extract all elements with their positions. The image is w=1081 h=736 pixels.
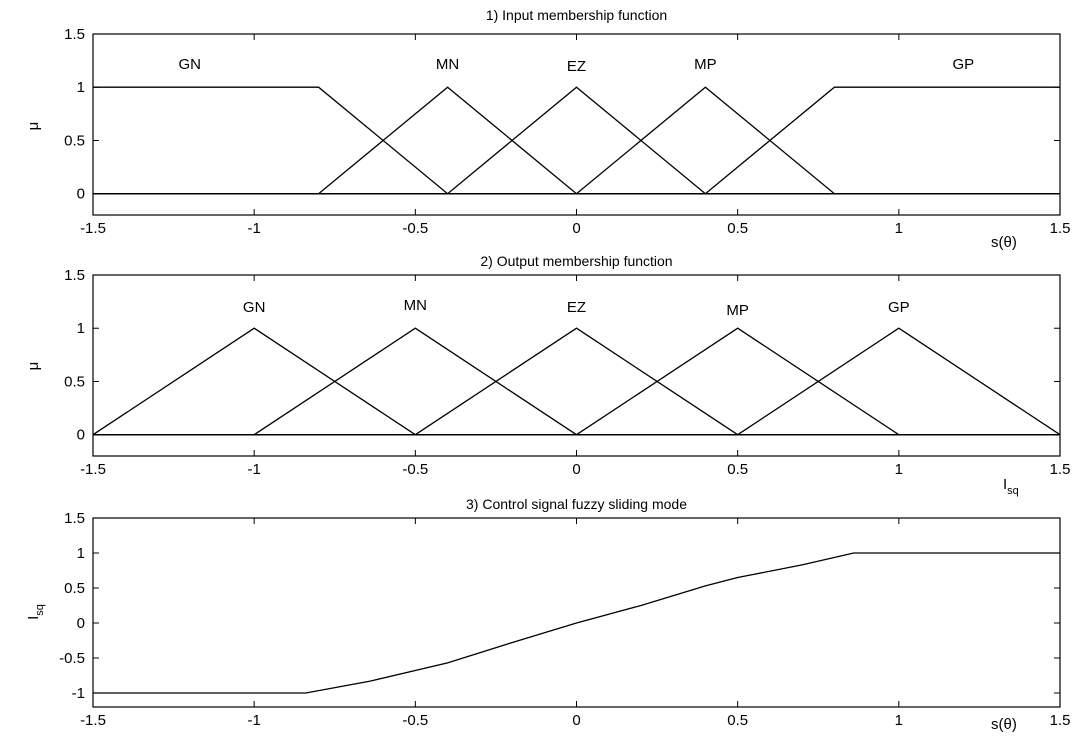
chart-title: 1) Input membership function: [486, 7, 667, 23]
x-tick-label: 1: [895, 220, 903, 237]
series-line-gn: [92, 327, 1060, 436]
series-line-gn: [93, 86, 1060, 195]
x-tick-label: 0.5: [727, 461, 748, 478]
y-axis-label: μ: [25, 122, 42, 131]
y-axis-label-main: μ: [25, 362, 42, 371]
x-tick-label: 1: [895, 712, 903, 729]
x-tick-label: 0.5: [727, 712, 748, 729]
chart-panel-2: 2) Output membership function -1.5 -1 -0.5 0…: [25, 253, 1070, 497]
y-tick-label: 1.5: [64, 510, 85, 527]
x-tick-label: 1: [895, 461, 903, 478]
series-line-gp: [93, 327, 1061, 436]
x-tick-label: -0.5: [402, 712, 428, 729]
membership-label-gp: GP: [888, 299, 910, 316]
x-tick-label: -1.5: [80, 220, 106, 237]
y-axis-label-sub: sq: [34, 604, 46, 616]
series-line-mp: [93, 86, 1060, 195]
y-tick-label: -1: [72, 685, 85, 702]
x-tick-label: 0: [572, 220, 580, 237]
membership-label-ez: EZ: [567, 58, 586, 75]
x-tick-label: 1.5: [1050, 712, 1071, 729]
chart-panel-1: 1) Input membership function -1.5 -1 -0.5 0 0…: [25, 7, 1070, 251]
series-line-mn: [93, 86, 1060, 195]
x-tick-label: -1: [247, 220, 260, 237]
x-axis-label-main: s(θ): [991, 234, 1017, 251]
y-tick-label: 0: [77, 427, 85, 444]
y-tick-label: 1: [77, 79, 85, 96]
chart-title: 3) Control signal fuzzy sliding mode: [466, 496, 687, 512]
series-line-mp: [93, 327, 1060, 436]
x-axis-label: s(θ): [991, 234, 1017, 251]
x-tick-label: 0: [572, 712, 580, 729]
x-tick-label: -0.5: [402, 220, 428, 237]
y-axis-label: μ: [25, 362, 42, 371]
membership-label-ez: EZ: [567, 299, 586, 316]
y-tick-label: 1: [77, 545, 85, 562]
y-tick-label: 0: [77, 615, 85, 632]
membership-label-mp: MP: [726, 302, 749, 319]
membership-label-mn: MN: [436, 56, 459, 73]
x-tick-label: -0.5: [402, 461, 428, 478]
membership-label-gn: GN: [243, 299, 266, 316]
y-tick-label: 0.5: [64, 373, 85, 390]
x-tick-label: -1: [247, 712, 260, 729]
y-axis-label-main: I: [25, 616, 42, 620]
x-tick-label: -1: [247, 461, 260, 478]
x-axis-label-main: s(θ): [991, 716, 1017, 733]
y-tick-label: 0.5: [64, 132, 85, 149]
chart-title: 2) Output membership function: [480, 253, 672, 269]
y-tick-label: 1.5: [64, 267, 85, 284]
x-tick-label: 1.5: [1050, 220, 1071, 237]
chart-panel-3: 3) Control signal fuzzy sliding mode -1.5…: [25, 496, 1070, 733]
y-tick-label: 0.5: [64, 580, 85, 597]
plot-frame: [92, 517, 1061, 708]
membership-label-gp: GP: [952, 56, 974, 73]
x-axis-label: Isq: [1003, 476, 1019, 497]
membership-label-gn: GN: [178, 56, 201, 73]
x-axis-label-main: I: [1003, 476, 1007, 493]
x-tick-label: -1.5: [80, 712, 106, 729]
series-line-gp: [93, 86, 1060, 195]
x-tick-label: 1.5: [1050, 461, 1071, 478]
membership-label-mn: MN: [404, 297, 427, 314]
series-line-mn: [93, 327, 1060, 436]
series-line-ez: [93, 327, 1060, 436]
membership-label-mp: MP: [694, 56, 717, 73]
y-tick-label: -0.5: [59, 650, 85, 667]
series-line-1: [93, 552, 1060, 694]
series-line-ez: [93, 86, 1060, 195]
x-tick-label: -1.5: [80, 461, 106, 478]
y-axis-label: Isq: [25, 604, 46, 620]
y-axis-label-main: μ: [25, 122, 42, 131]
x-axis-label-sub: sq: [1007, 485, 1019, 497]
y-tick-label: 0: [77, 186, 85, 203]
y-tick-label: 1.5: [64, 26, 85, 43]
x-tick-label: 0: [572, 461, 580, 478]
y-tick-label: 1: [77, 320, 85, 337]
x-axis-label: s(θ): [991, 716, 1017, 733]
x-tick-label: 0.5: [727, 220, 748, 237]
